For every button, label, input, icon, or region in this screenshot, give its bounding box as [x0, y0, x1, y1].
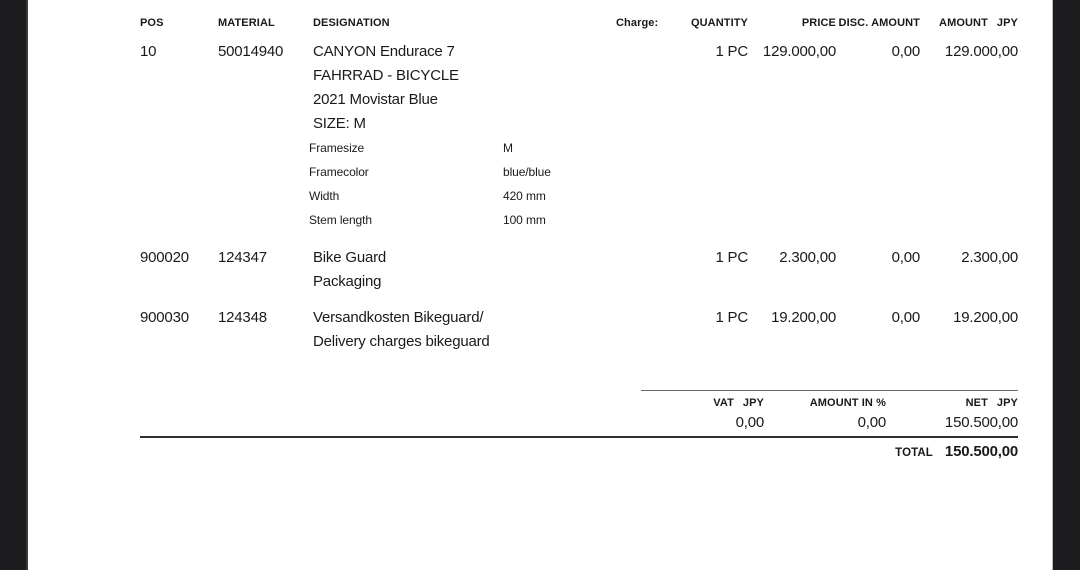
- quantity-cell: 1 PC: [715, 309, 748, 326]
- designation-line: Versandkosten Bikeguard/: [313, 309, 484, 326]
- designation-cell: CANYON Endurace 7 FAHRRAD - BICYCLE 2021…: [309, 40, 672, 232]
- material-cell: 50014940: [218, 43, 284, 60]
- designation-line: Delivery charges bikeguard: [313, 333, 490, 350]
- amount-cell: 19.200,00: [953, 309, 1018, 326]
- attribute-value: 100 mm: [503, 213, 546, 227]
- price-cell: 19.200,00: [771, 309, 836, 326]
- totals-values-row: 0,00 0,00 150.500,00: [140, 411, 1019, 435]
- designation-cell: Bike Guard Packaging: [313, 246, 672, 294]
- quantity-cell: 1 PC: [715, 43, 748, 60]
- attribute-value: blue/blue: [503, 165, 551, 179]
- quantity-cell: 1 PC: [715, 249, 748, 266]
- vat-header: VAT JPY: [140, 395, 764, 411]
- amount-cell: 2.300,00: [961, 249, 1018, 266]
- left-pillarbox-bar: [0, 0, 28, 570]
- quantity-column-header: QUANTITY: [690, 17, 748, 29]
- designation-cell: Versandkosten Bikeguard/ Delivery charge…: [313, 306, 672, 354]
- attribute-row: Framecolor blue/blue: [309, 160, 672, 184]
- vat-currency: JPY: [742, 397, 764, 409]
- amount-cell: 129.000,00: [944, 43, 1018, 60]
- grand-total-value: 150.500,00: [944, 443, 1018, 460]
- amount-in-pct-value: 0,00: [857, 414, 887, 431]
- totals-header-row: VAT JPY AMOUNT IN % NET JPY: [140, 391, 1018, 411]
- grand-total-rule: [140, 436, 1018, 438]
- attribute-value: 420 mm: [503, 189, 546, 203]
- totals-top-rule: [641, 390, 1018, 391]
- designation-column-header: DESIGNATION: [313, 17, 390, 29]
- grand-total-row: TOTAL 150.500,00: [140, 438, 1018, 460]
- attribute-value: M: [503, 141, 513, 155]
- designation-line: FAHRRAD - BICYCLE: [313, 67, 459, 84]
- designation-line: Bike Guard: [313, 249, 387, 266]
- grand-total-label: TOTAL: [895, 447, 933, 459]
- attribute-row: Stem length 100 mm: [309, 208, 672, 232]
- disc-amount-cell: 0,00: [891, 43, 921, 60]
- vat-label: VAT: [713, 397, 734, 409]
- attr-column-spacer: [503, 17, 616, 30]
- right-pillarbox-bar: [1052, 0, 1080, 570]
- price-cell: 2.300,00: [779, 249, 836, 266]
- attribute-label: Framesize: [309, 141, 365, 155]
- pos-cell: 10: [140, 43, 157, 60]
- table-row: 900030 124348 Versandkosten Bikeguard/ D…: [140, 306, 1018, 354]
- net-label: NET: [965, 397, 988, 409]
- pos-cell: 900020: [140, 249, 189, 266]
- amount-column-header: AMOUNT JPY: [920, 17, 1018, 30]
- amount-in-pct-header: AMOUNT IN %: [809, 397, 886, 409]
- disc-amount-cell: 0,00: [891, 309, 921, 326]
- price-cell: 129.000,00: [762, 43, 836, 60]
- pos-column-header: POS: [140, 17, 164, 29]
- vat-value: 0,00: [735, 414, 765, 431]
- designation-line: SIZE: M: [313, 115, 366, 132]
- designation-line: 2021 Movistar Blue: [313, 91, 438, 108]
- material-cell: 124347: [218, 249, 267, 266]
- net-value: 150.500,00: [944, 414, 1018, 431]
- attribute-row: Framesize M: [309, 136, 672, 160]
- charge-column-header: Charge:: [616, 17, 659, 29]
- designation-line: Packaging: [313, 273, 382, 290]
- table-row: 10 50014940 CANYON Endurace 7 FAHRRAD - …: [140, 40, 1018, 232]
- table-row: 900020 124347 Bike Guard Packaging 1 PC …: [140, 246, 1018, 294]
- attribute-label: Framecolor: [309, 165, 369, 179]
- net-header: NET JPY: [886, 395, 1018, 411]
- net-currency: JPY: [996, 397, 1018, 409]
- totals-section: VAT JPY AMOUNT IN % NET JPY 0,00 0,00 150.…: [140, 390, 1018, 460]
- disc-amount-cell: 0,00: [891, 249, 921, 266]
- attribute-label: Width: [309, 189, 340, 203]
- amount-header-currency: JPY: [996, 17, 1018, 29]
- line-items: 10 50014940 CANYON Endurace 7 FAHRRAD - …: [140, 40, 1018, 354]
- amount-header-word: AMOUNT: [939, 17, 988, 29]
- designation-line: CANYON Endurace 7: [313, 43, 455, 60]
- material-column-header: MATERIAL: [218, 17, 275, 29]
- attribute-row: Width 420 mm: [309, 184, 672, 208]
- table-header-row: POS MATERIAL DESIGNATION Charge: QUANTIT…: [140, 17, 1018, 30]
- material-cell: 124348: [218, 309, 267, 326]
- price-column-header: PRICE: [801, 17, 836, 29]
- disc-amount-column-header: DISC. AMOUNT: [838, 17, 920, 29]
- pos-cell: 900030: [140, 309, 189, 326]
- attribute-label: Stem length: [309, 213, 372, 227]
